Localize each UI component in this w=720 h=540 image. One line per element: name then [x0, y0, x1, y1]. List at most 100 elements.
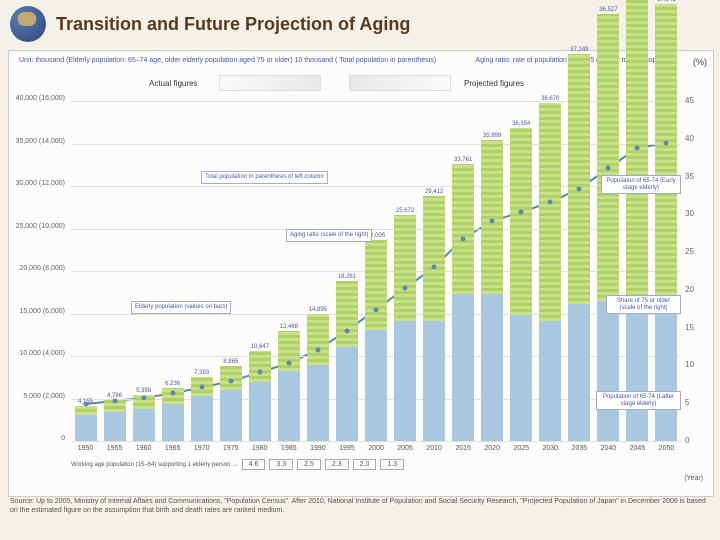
y-left-tick: 30,000 (12,000)	[15, 180, 65, 188]
x-year-label: 1990	[305, 445, 331, 452]
bar-group: 6,236	[162, 388, 184, 441]
bar-blue	[539, 321, 561, 441]
bar-green	[481, 140, 503, 293]
bar-group: 4,155	[75, 406, 97, 441]
y-left-tick: 25,000 (10,000)	[15, 223, 65, 231]
bar-group: 4,786	[104, 400, 126, 441]
y-right-tick: 20	[685, 285, 707, 294]
line-point	[199, 385, 204, 390]
y-right-tick: 25	[685, 247, 707, 256]
projected-figures-label: Projected figures	[464, 79, 524, 88]
ratio-box: 2.3	[325, 459, 349, 470]
bar-group: 10,647	[249, 351, 271, 442]
annotation: Share of 75 or older (scale of the right…	[606, 295, 681, 314]
bar-total-label: 8,865	[220, 359, 242, 365]
line-point	[315, 347, 320, 352]
y-right-tick: 10	[685, 360, 707, 369]
arrow-right	[349, 75, 451, 91]
x-year-label: 2020	[479, 445, 505, 452]
x-year-label: 2035	[566, 445, 592, 452]
bar-group: 18,261	[336, 281, 358, 441]
bar-total-label: 6,236	[162, 381, 184, 387]
line-point	[228, 379, 233, 384]
x-year-label: 2010	[421, 445, 447, 452]
bar-blue	[394, 321, 416, 441]
bar-blue	[568, 304, 590, 441]
bar-total-label: 37,041	[655, 0, 677, 3]
line-point	[490, 219, 495, 224]
bar-total-label: 25,672	[394, 208, 416, 214]
bar-group: 5,398	[133, 395, 155, 441]
bar-green	[220, 366, 242, 390]
line-point	[635, 145, 640, 150]
bar-group: 12,468	[278, 331, 300, 441]
ratio-box: 3.3	[269, 459, 293, 470]
x-year-label: 1980	[247, 445, 273, 452]
ratio-box: 4.6	[242, 459, 266, 470]
bar-group: 8,865	[220, 366, 242, 441]
bar-blue	[75, 415, 97, 441]
bar-total-label: 36,527	[597, 7, 619, 13]
annotation: Population of 65-74 (Latter stage elderl…	[596, 391, 681, 410]
x-year-label: 1995	[334, 445, 360, 452]
chart-container: Unit: thousand (Elderly population: 65–7…	[8, 50, 714, 497]
plot-area: 4,155 4,786 5,398 6,236 7,393 8,865 10,647 12,4…	[71, 101, 681, 441]
line-point	[141, 395, 146, 400]
line-point	[112, 398, 117, 403]
bar-blue	[626, 306, 648, 441]
y-left-tick: 10,000 (4,000)	[15, 350, 65, 358]
bar-blue	[655, 313, 677, 441]
bar-blue	[104, 412, 126, 441]
y-left-tick: 15,000 (6,000)	[15, 308, 65, 316]
actual-figures-label: Actual figures	[149, 79, 197, 88]
bar-total-label: 18,261	[336, 274, 358, 280]
bar-group: 33,761	[452, 164, 474, 441]
bar-group: 36,527	[597, 14, 619, 441]
bar-blue	[336, 347, 358, 441]
bar-green	[452, 164, 474, 294]
x-year-label: 2015	[450, 445, 476, 452]
bar-green	[75, 406, 97, 415]
pct-label: (%)	[693, 57, 707, 67]
y-right-tick: 15	[685, 323, 707, 332]
x-year-label: 1975	[218, 445, 244, 452]
y-left-tick: 0	[15, 435, 65, 443]
bar-green	[307, 314, 329, 365]
ratio-box: 1.3	[380, 459, 404, 470]
line-point	[432, 265, 437, 270]
bar-green	[423, 196, 445, 321]
annotation: Aging ratio (scale of the right)	[286, 229, 372, 242]
y-left-tick: 20,000 (8,000)	[15, 265, 65, 273]
bar-green	[568, 54, 590, 304]
x-year-label: 1955	[102, 445, 128, 452]
bar-blue	[452, 294, 474, 441]
bar-green	[336, 281, 358, 347]
x-year-label: 2040	[595, 445, 621, 452]
bar-total-label: 5,398	[133, 388, 155, 394]
bar-blue	[423, 321, 445, 441]
bar-blue	[162, 404, 184, 441]
bar-blue	[597, 301, 619, 441]
bar-group: 37,041	[655, 4, 677, 441]
bar-blue	[191, 396, 213, 441]
footer-label: Working age population (15–64) supportin…	[71, 462, 238, 468]
line-point	[519, 210, 524, 215]
line-point	[548, 200, 553, 205]
bar-total-label: 29,412	[423, 189, 445, 195]
line-point	[374, 307, 379, 312]
x-year-label: 2000	[363, 445, 389, 452]
bar-group: 37,249	[568, 54, 590, 441]
bar-blue	[133, 409, 155, 441]
bar-total-label: 7,393	[191, 370, 213, 376]
y-left-tick: 5,000 (2,000)	[15, 393, 65, 401]
bar-total-label: 14,895	[307, 307, 329, 313]
bar-total-label: 36,670	[539, 96, 561, 102]
line-point	[83, 401, 88, 406]
y-right-tick: 0	[685, 436, 707, 445]
bar-blue	[365, 330, 387, 441]
bar-green	[394, 215, 416, 321]
line-point	[286, 361, 291, 366]
arrow-left	[219, 75, 321, 91]
globe-icon	[10, 6, 46, 42]
bar-total-label: 12,468	[278, 324, 300, 330]
